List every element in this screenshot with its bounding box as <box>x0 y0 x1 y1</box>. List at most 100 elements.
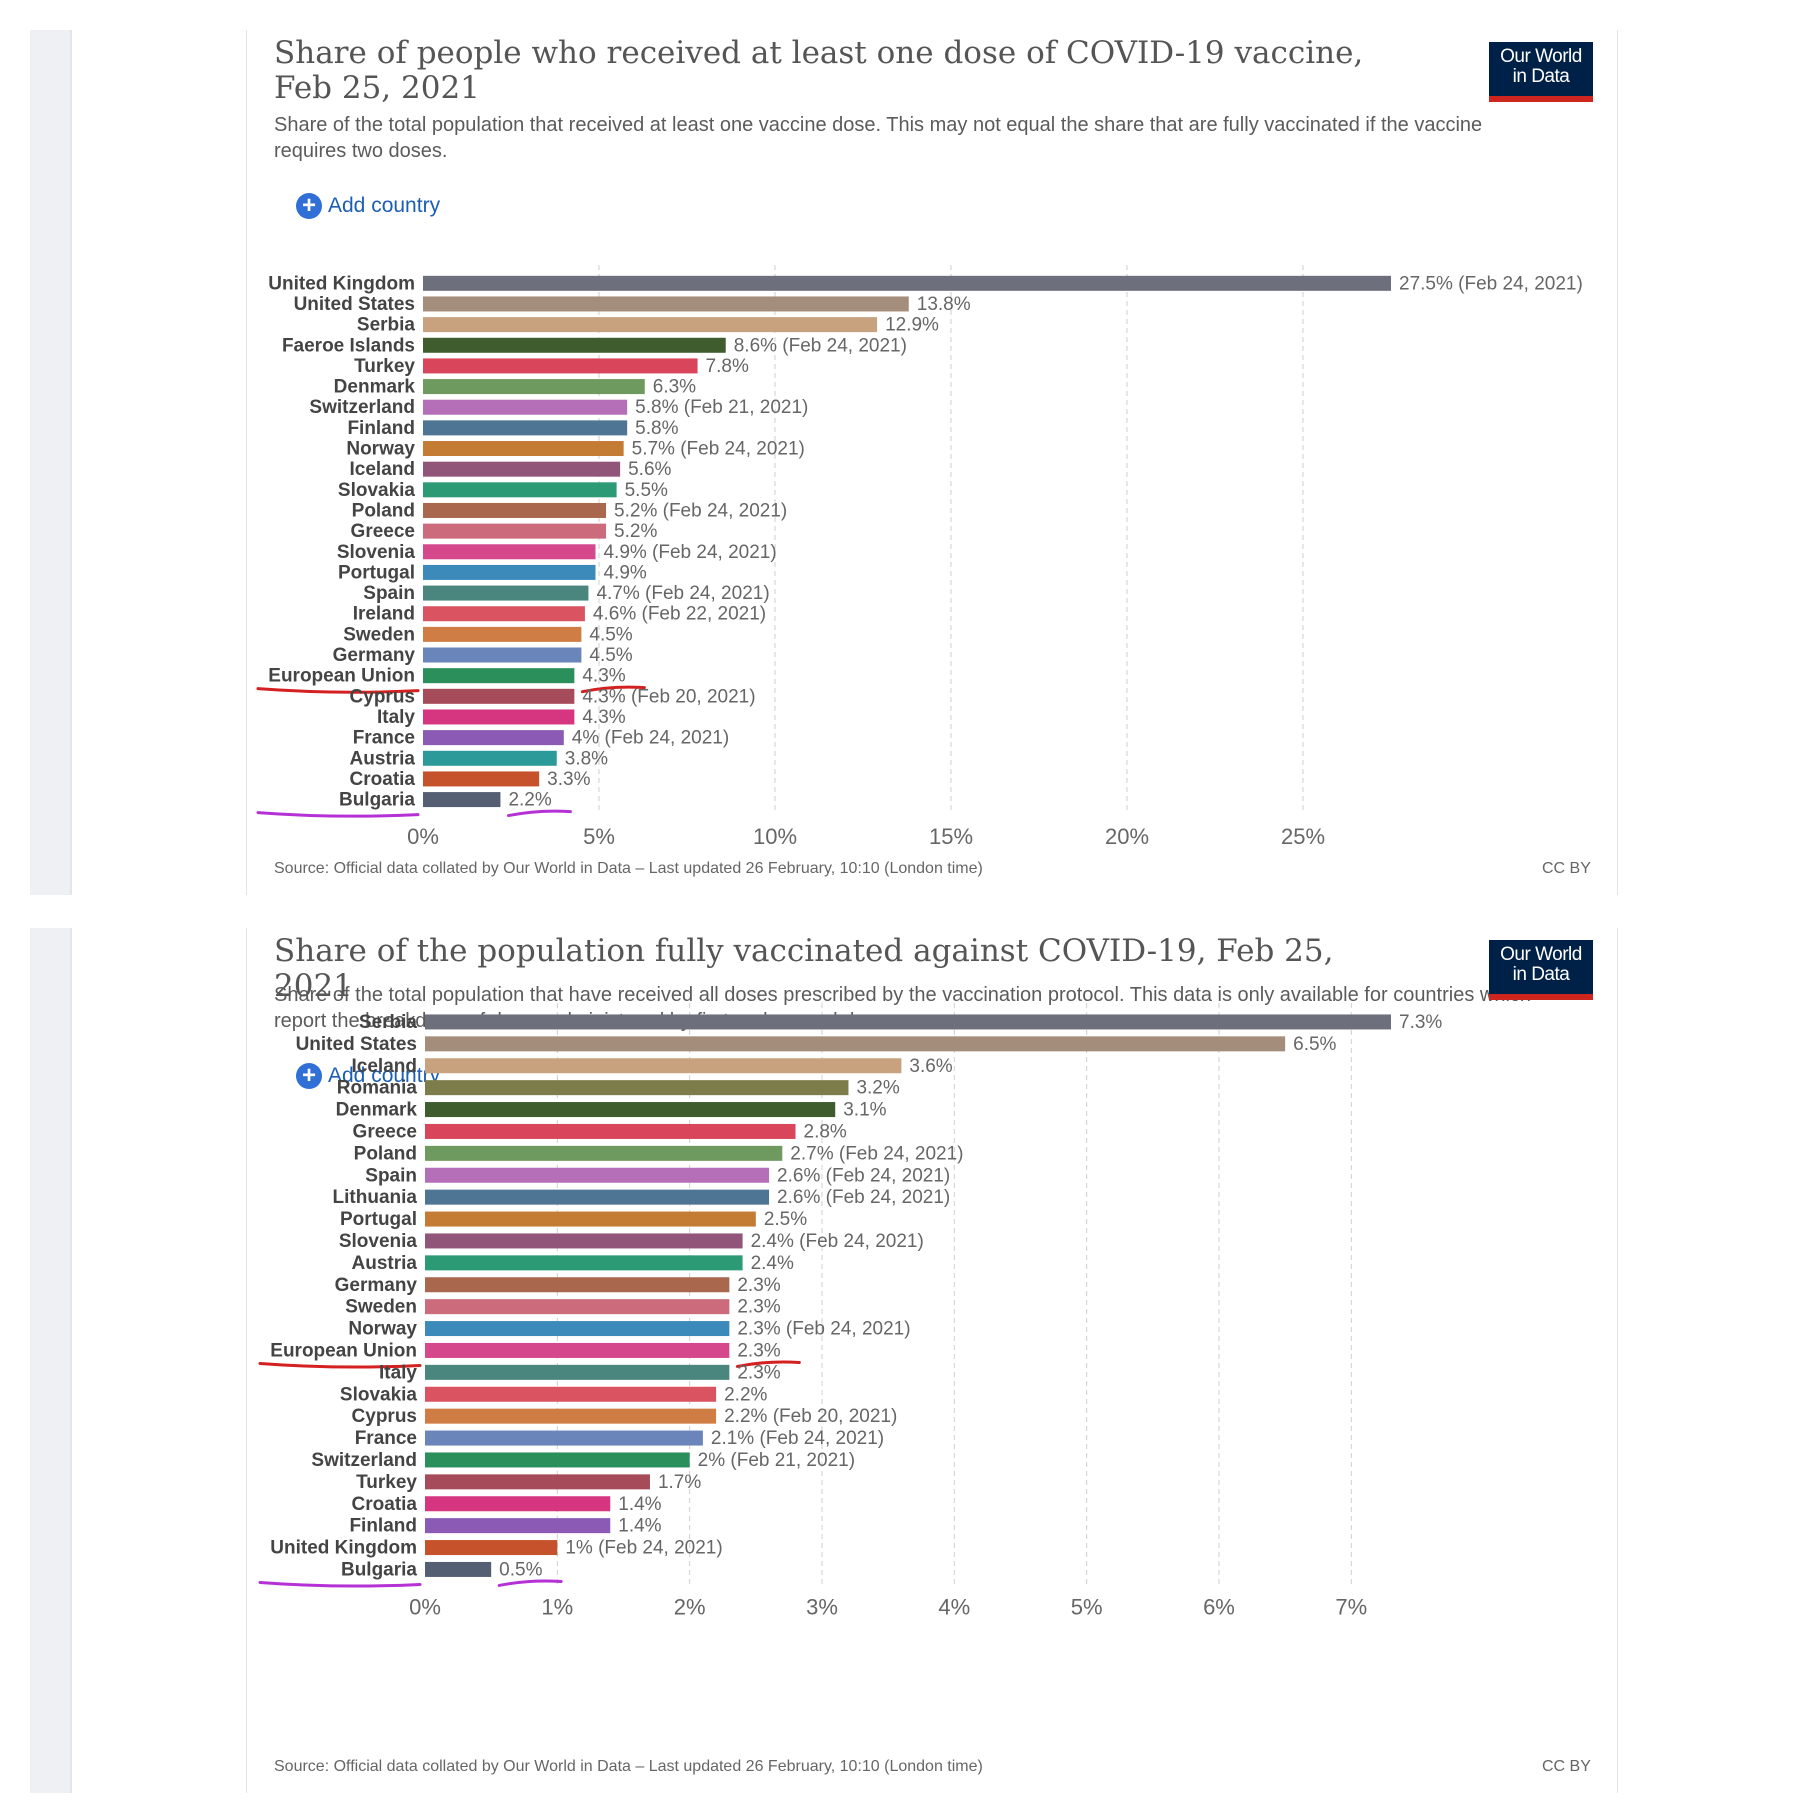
category-label: Bulgaria <box>341 1559 417 1580</box>
category-label: Serbia <box>359 1012 418 1033</box>
bar[interactable] <box>423 358 698 374</box>
bar[interactable] <box>425 1518 611 1534</box>
bar[interactable] <box>423 606 585 622</box>
bar[interactable] <box>425 1211 756 1227</box>
x-tick-label: 25% <box>1281 824 1325 849</box>
bar[interactable] <box>423 668 575 684</box>
bar[interactable] <box>425 1430 703 1446</box>
bar[interactable] <box>425 1474 650 1490</box>
category-label: Cyprus <box>350 686 415 707</box>
bar[interactable] <box>423 585 589 601</box>
category-label: United Kingdom <box>270 1538 417 1559</box>
bar[interactable] <box>423 399 628 415</box>
bar[interactable] <box>425 1561 492 1577</box>
bar[interactable] <box>423 441 624 457</box>
value-label: 2.6% (Feb 24, 2021) <box>777 1187 950 1208</box>
category-label: Iceland <box>350 459 415 480</box>
bar[interactable] <box>423 420 628 436</box>
value-label: 5.8% <box>635 418 678 439</box>
bar[interactable] <box>423 544 596 560</box>
bar[interactable] <box>423 750 557 766</box>
add-country-button[interactable]: + Add country <box>296 1063 440 1089</box>
value-label: 5.7% (Feb 24, 2021) <box>632 439 805 460</box>
bar[interactable] <box>423 379 645 395</box>
gutter-divider <box>70 30 72 895</box>
category-label: Spain <box>363 583 415 604</box>
bar[interactable] <box>425 1014 1391 1030</box>
category-label: European Union <box>270 1340 417 1361</box>
category-label: Slovenia <box>339 1231 418 1252</box>
bar[interactable] <box>423 296 909 312</box>
value-label: 12.9% <box>885 315 939 336</box>
bar[interactable] <box>423 461 621 477</box>
bar[interactable] <box>425 1277 730 1293</box>
license-link[interactable]: CC BY <box>1542 1758 1591 1775</box>
category-label: Denmark <box>334 377 416 398</box>
bar[interactable] <box>423 688 575 704</box>
bar[interactable] <box>425 1299 730 1315</box>
bar[interactable] <box>423 482 617 498</box>
bar[interactable] <box>423 792 501 808</box>
category-label: Portugal <box>340 1209 417 1230</box>
x-tick-label: 20% <box>1105 824 1149 849</box>
bar[interactable] <box>425 1102 836 1118</box>
value-label: 2.2% <box>724 1384 767 1405</box>
bar[interactable] <box>425 1408 717 1424</box>
bar[interactable] <box>425 1058 902 1074</box>
bar[interactable] <box>423 771 540 787</box>
owid-logo[interactable]: Our World in Data <box>1489 940 1593 1000</box>
source-note: Source: Official data collated by Our Wo… <box>274 860 983 877</box>
logo-line-1: Our World <box>1500 944 1582 965</box>
bar[interactable] <box>423 647 582 663</box>
bar[interactable] <box>425 1145 783 1161</box>
bar[interactable] <box>425 1036 1286 1052</box>
add-country-button[interactable]: + Add country <box>296 193 440 219</box>
bar[interactable] <box>425 1386 717 1402</box>
category-label: Turkey <box>356 1472 417 1493</box>
value-label: 2.7% (Feb 24, 2021) <box>790 1143 963 1164</box>
license-link[interactable]: CC BY <box>1542 860 1591 877</box>
category-label: France <box>353 728 415 749</box>
owid-logo[interactable]: Our World in Data <box>1489 42 1593 102</box>
bar-chart-first-dose: 0% 5% 10% 15% 20% 25% United Kingdom 27.5% (Feb… <box>256 265 1583 849</box>
x-tick-label: 10% <box>753 824 797 849</box>
bar[interactable] <box>423 275 1391 291</box>
category-label: Switzerland <box>311 1450 417 1471</box>
category-label: Slovakia <box>338 480 416 501</box>
value-label: 2.4% <box>751 1253 794 1274</box>
bar[interactable] <box>425 1080 849 1096</box>
category-label: European Union <box>268 666 415 687</box>
value-label: 4.9% (Feb 24, 2021) <box>603 542 776 563</box>
bar[interactable] <box>423 502 607 518</box>
bar[interactable] <box>425 1342 730 1358</box>
x-tick-label: 0% <box>409 1594 441 1619</box>
bar[interactable] <box>425 1189 770 1205</box>
bar[interactable] <box>425 1321 730 1337</box>
bar[interactable] <box>425 1452 690 1468</box>
bar[interactable] <box>423 337 726 353</box>
bar[interactable] <box>425 1364 730 1380</box>
category-label: Faeroe Islands <box>282 335 415 356</box>
bar[interactable] <box>423 730 564 746</box>
category-label: Poland <box>352 500 415 521</box>
category-label: Greece <box>351 521 415 542</box>
bar[interactable] <box>423 709 575 725</box>
bar[interactable] <box>423 523 607 539</box>
card-border-right <box>1617 928 1618 1793</box>
value-label: 6.3% <box>653 377 696 398</box>
bar[interactable] <box>425 1167 770 1183</box>
bar[interactable] <box>425 1233 743 1249</box>
bar[interactable] <box>425 1255 743 1271</box>
value-label: 5.6% <box>628 459 671 480</box>
category-label: Germany <box>335 1275 418 1296</box>
bar[interactable] <box>425 1540 558 1556</box>
category-label: Greece <box>353 1121 417 1142</box>
value-label: 3.3% <box>547 769 590 790</box>
category-label: United States <box>294 294 415 315</box>
bar[interactable] <box>423 564 596 580</box>
bar[interactable] <box>423 317 878 333</box>
bar[interactable] <box>425 1123 796 1139</box>
bar[interactable] <box>425 1496 611 1512</box>
bar[interactable] <box>423 626 582 642</box>
value-label: 0.5% <box>499 1559 542 1580</box>
